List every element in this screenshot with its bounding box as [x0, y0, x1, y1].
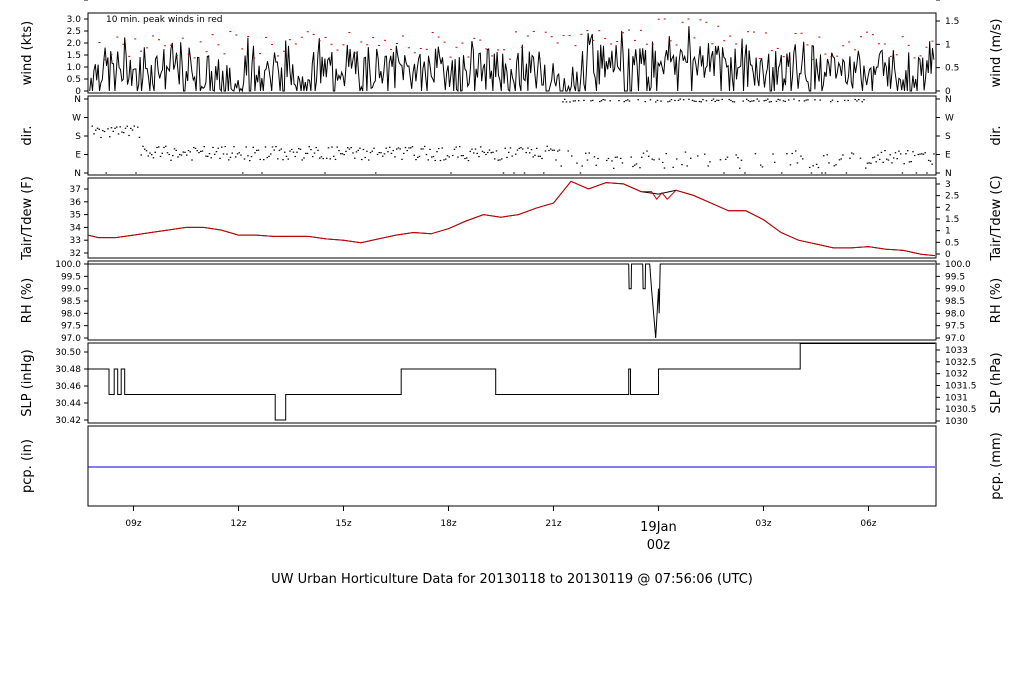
- ytick-label-right-temp: 0.5: [945, 238, 959, 248]
- ytick-label-left-slp: 30.42: [55, 416, 81, 426]
- xtick-label: 21z: [545, 519, 561, 529]
- series-line-tdew: [87, 180, 936, 257]
- xtick-label: 12z: [230, 519, 246, 529]
- ylabel-left-temp: Tair/Tdew (F): [20, 176, 35, 261]
- ytick-label-left-temp: 32: [70, 249, 81, 259]
- ytick-label-right-pcp: 0: [945, 0, 951, 3]
- ytick-label-right-rh: 99.0: [945, 285, 965, 295]
- peak-wind-note: 10 min. peak winds in red: [106, 15, 223, 25]
- ytick-label-left-temp: 35: [70, 211, 81, 221]
- series-line-slp: [88, 343, 935, 421]
- date-tick-label: 00z: [647, 538, 671, 553]
- ylabel-right-slp: SLP (hPa): [989, 352, 1004, 413]
- ytick-label-right-temp: 1: [945, 227, 951, 237]
- ytick-label-left-dir: N: [74, 95, 81, 105]
- chart-title: UW Urban Horticulture Data for 20130118 …: [271, 572, 753, 587]
- ytick-label-left-rh: 97.5: [61, 322, 81, 332]
- ylabel-right-rh: RH (%): [989, 278, 1004, 323]
- ytick-label-left-wind: 2.5: [67, 27, 81, 37]
- ytick-label-left-slp: 30.44: [55, 399, 81, 409]
- ytick-label-right-dir: N: [945, 95, 952, 105]
- ylabel-left-wind: wind (kts): [20, 21, 35, 85]
- ytick-label-right-slp: 1030: [945, 417, 968, 427]
- ylabel-left-slp: SLP (inHg): [20, 349, 35, 417]
- ytick-label-left-temp: 34: [70, 223, 82, 233]
- series-line-rh: [88, 263, 935, 339]
- ytick-label-right-temp: 2.5: [945, 192, 959, 202]
- ytick-label-right-slp: 1032: [945, 370, 968, 380]
- panel-frame-rh: [87, 260, 937, 341]
- ytick-label-right-temp: 1.5: [945, 215, 959, 225]
- ytick-label-right-rh: 99.5: [945, 272, 965, 282]
- wind-speed-line: [89, 26, 935, 93]
- xtick-label: 09z: [125, 519, 141, 529]
- ytick-label-left-rh: 100.0: [55, 260, 81, 270]
- ytick-label-left-rh: 99.0: [61, 285, 81, 295]
- ytick-label-left-dir: N: [74, 169, 81, 179]
- ytick-label-right-slp: 1031.5: [945, 382, 977, 392]
- ytick-label-right-rh: 98.0: [945, 309, 965, 319]
- ytick-label-left-rh: 98.5: [61, 297, 81, 307]
- ylabel-right-dir: dir.: [989, 125, 1004, 145]
- panel-frame-wind: [87, 12, 937, 94]
- ylabel-right-wind: wind (m/s): [989, 19, 1004, 88]
- ytick-label-left-temp: 33: [70, 236, 81, 246]
- xtick-label: 18z: [440, 519, 456, 529]
- ytick-label-left-rh: 97.0: [61, 334, 81, 344]
- ytick-label-right-slp: 1033: [945, 346, 968, 356]
- ytick-label-right-wind: 1.5: [945, 17, 959, 27]
- ylabel-right-pcp: pcp. (mm): [989, 432, 1004, 499]
- ytick-label-right-rh: 100.0: [945, 260, 971, 270]
- panel-frame-dir: [87, 95, 937, 176]
- ytick-label-left-rh: 99.5: [61, 272, 81, 282]
- ytick-label-right-rh: 97.5: [945, 322, 965, 332]
- series-line-tair: [87, 180, 936, 257]
- panel-frame-slp: [87, 342, 937, 424]
- ytick-label-right-temp: 0: [945, 250, 951, 260]
- xtick-label: 03z: [755, 519, 771, 529]
- ylabel-left-rh: RH (%): [20, 278, 35, 323]
- ylabel-right-temp: Tair/Tdew (C): [989, 175, 1004, 261]
- ytick-label-right-wind: 1: [945, 40, 951, 50]
- ytick-label-left-temp: 37: [70, 185, 81, 195]
- ytick-label-right-slp: 1031: [945, 393, 968, 403]
- ytick-label-left-temp: 36: [70, 198, 82, 208]
- ytick-label-right-dir: N: [945, 169, 952, 179]
- ytick-label-right-slp: 1030.5: [945, 405, 977, 415]
- panel-frame-pcp: [87, 425, 937, 507]
- ytick-label-left-wind: 2.0: [67, 39, 82, 49]
- ytick-label-right-dir: W: [945, 114, 954, 124]
- ytick-label-right-rh: 97.0: [945, 334, 965, 344]
- ylabel-left-dir: dir.: [20, 125, 35, 145]
- ytick-label-right-dir: E: [945, 151, 951, 161]
- ytick-label-right-slp: 1032.5: [945, 358, 977, 368]
- ytick-label-left-wind: 0.5: [67, 75, 81, 85]
- ytick-label-left-wind: 1.5: [67, 51, 81, 61]
- ytick-label-right-dir: S: [945, 132, 951, 142]
- ytick-label-left-wind: 1.0: [67, 63, 82, 73]
- ytick-label-right-temp: 2: [945, 203, 951, 213]
- ytick-label-left-slp: 30.46: [55, 382, 81, 392]
- date-label: 19Jan: [640, 520, 677, 535]
- ytick-label-left-dir: S: [75, 132, 81, 142]
- ytick-label-right-wind: 0: [945, 87, 951, 97]
- ytick-label-left-wind: 3.0: [67, 15, 82, 25]
- ytick-label-left-slp: 30.50: [55, 348, 81, 358]
- ylabel-left-pcp: pcp. (in): [20, 439, 35, 493]
- ytick-label-left-rh: 98.0: [61, 309, 81, 319]
- ytick-label-left-slp: 30.48: [55, 365, 81, 375]
- ytick-label-left-pcp: 0: [75, 0, 81, 3]
- ytick-label-right-temp: 3: [945, 180, 951, 190]
- ytick-label-left-dir: W: [72, 114, 81, 124]
- ytick-label-right-wind: 0.5: [945, 64, 959, 74]
- ytick-label-left-wind: 0: [75, 87, 81, 97]
- ytick-label-left-dir: E: [75, 151, 81, 161]
- panel-frame-temp: [87, 177, 937, 259]
- xtick-label: 15z: [335, 519, 351, 529]
- ytick-label-right-rh: 98.5: [945, 297, 965, 307]
- xtick-label: 06z: [860, 519, 876, 529]
